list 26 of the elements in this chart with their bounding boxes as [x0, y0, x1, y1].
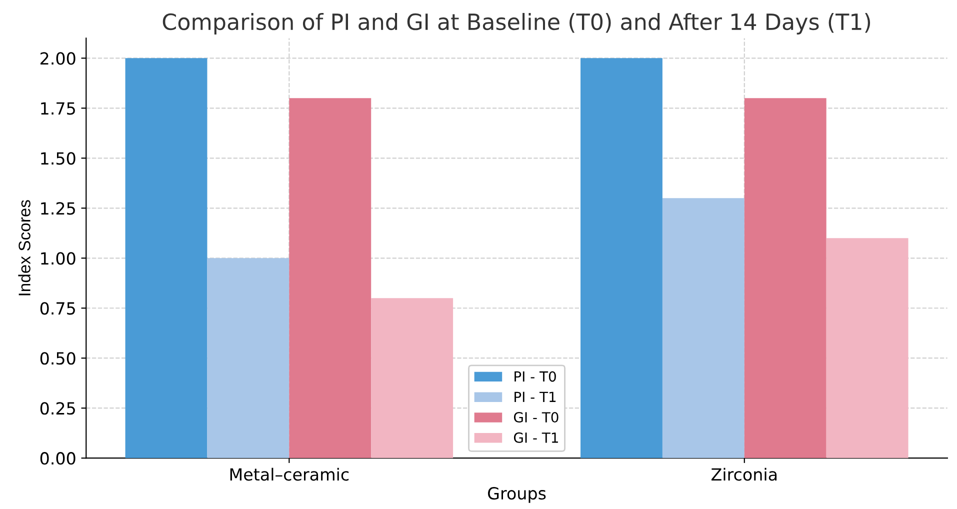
bar	[744, 98, 826, 458]
bar	[826, 238, 908, 458]
y-tick-label: 0.00	[40, 452, 76, 465]
y-tick-label: 0.75	[40, 302, 75, 315]
legend-label: GI - T1	[514, 432, 558, 443]
y-tick-label: 1.75	[41, 102, 75, 115]
y-tick-label: 1.50	[41, 152, 76, 165]
bar	[125, 58, 208, 458]
y-tick-label: 1.25	[41, 202, 75, 215]
bar	[371, 298, 454, 458]
legend-label: GI - T0	[514, 412, 558, 423]
legend-label: PI - T0	[514, 371, 556, 382]
y-axis-title: Index Scores	[18, 200, 30, 296]
bar	[289, 98, 372, 458]
bar	[662, 198, 744, 458]
x-tick-label: Zirconia	[712, 468, 777, 481]
y-tick-label: 0.50	[40, 352, 76, 365]
chart-title: Comparison of PI and GI at Baseline (T0) and After 14 Days (T1)	[162, 12, 870, 34]
y-tick-label: 0.25	[40, 402, 75, 415]
y-tick-label: 1.00	[41, 252, 76, 265]
x-tick-label: Metal–ceramic	[230, 468, 349, 481]
bar	[207, 258, 290, 458]
legend-label: PI - T1	[514, 392, 556, 402]
y-tick-label: 2.00	[40, 52, 76, 65]
x-axis-title: Groups	[488, 487, 546, 503]
bar	[580, 58, 662, 458]
